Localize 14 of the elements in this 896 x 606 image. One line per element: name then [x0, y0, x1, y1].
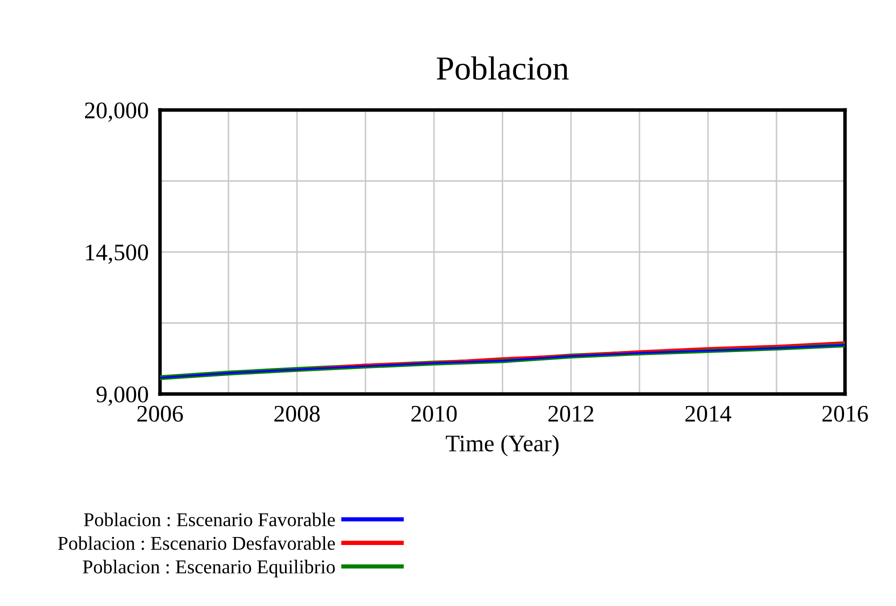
x-tick-label: 2016	[822, 406, 868, 422]
x-tick-label: 2014	[685, 406, 732, 422]
y-tick-label: 20,000	[84, 102, 148, 122]
x-tick-label: 2008	[274, 406, 320, 422]
legend-label: Poblacion : Escenario Equilibrio	[82, 560, 335, 578]
x-tick-label: 2006	[137, 406, 183, 422]
y-tick-label: 14,500	[86, 244, 148, 264]
legend-label: Poblacion : Escenario Favorable	[84, 512, 335, 526]
x-axis-title: Time (Year)	[446, 434, 559, 456]
x-tick-label: 2010	[411, 406, 457, 422]
x-tick-label: 2012	[548, 406, 594, 422]
chart-title: Poblacion	[436, 56, 569, 80]
y-tick-label: 9,000	[96, 386, 148, 406]
legend-label: Poblacion : Escenario Desfavorable	[58, 536, 335, 550]
